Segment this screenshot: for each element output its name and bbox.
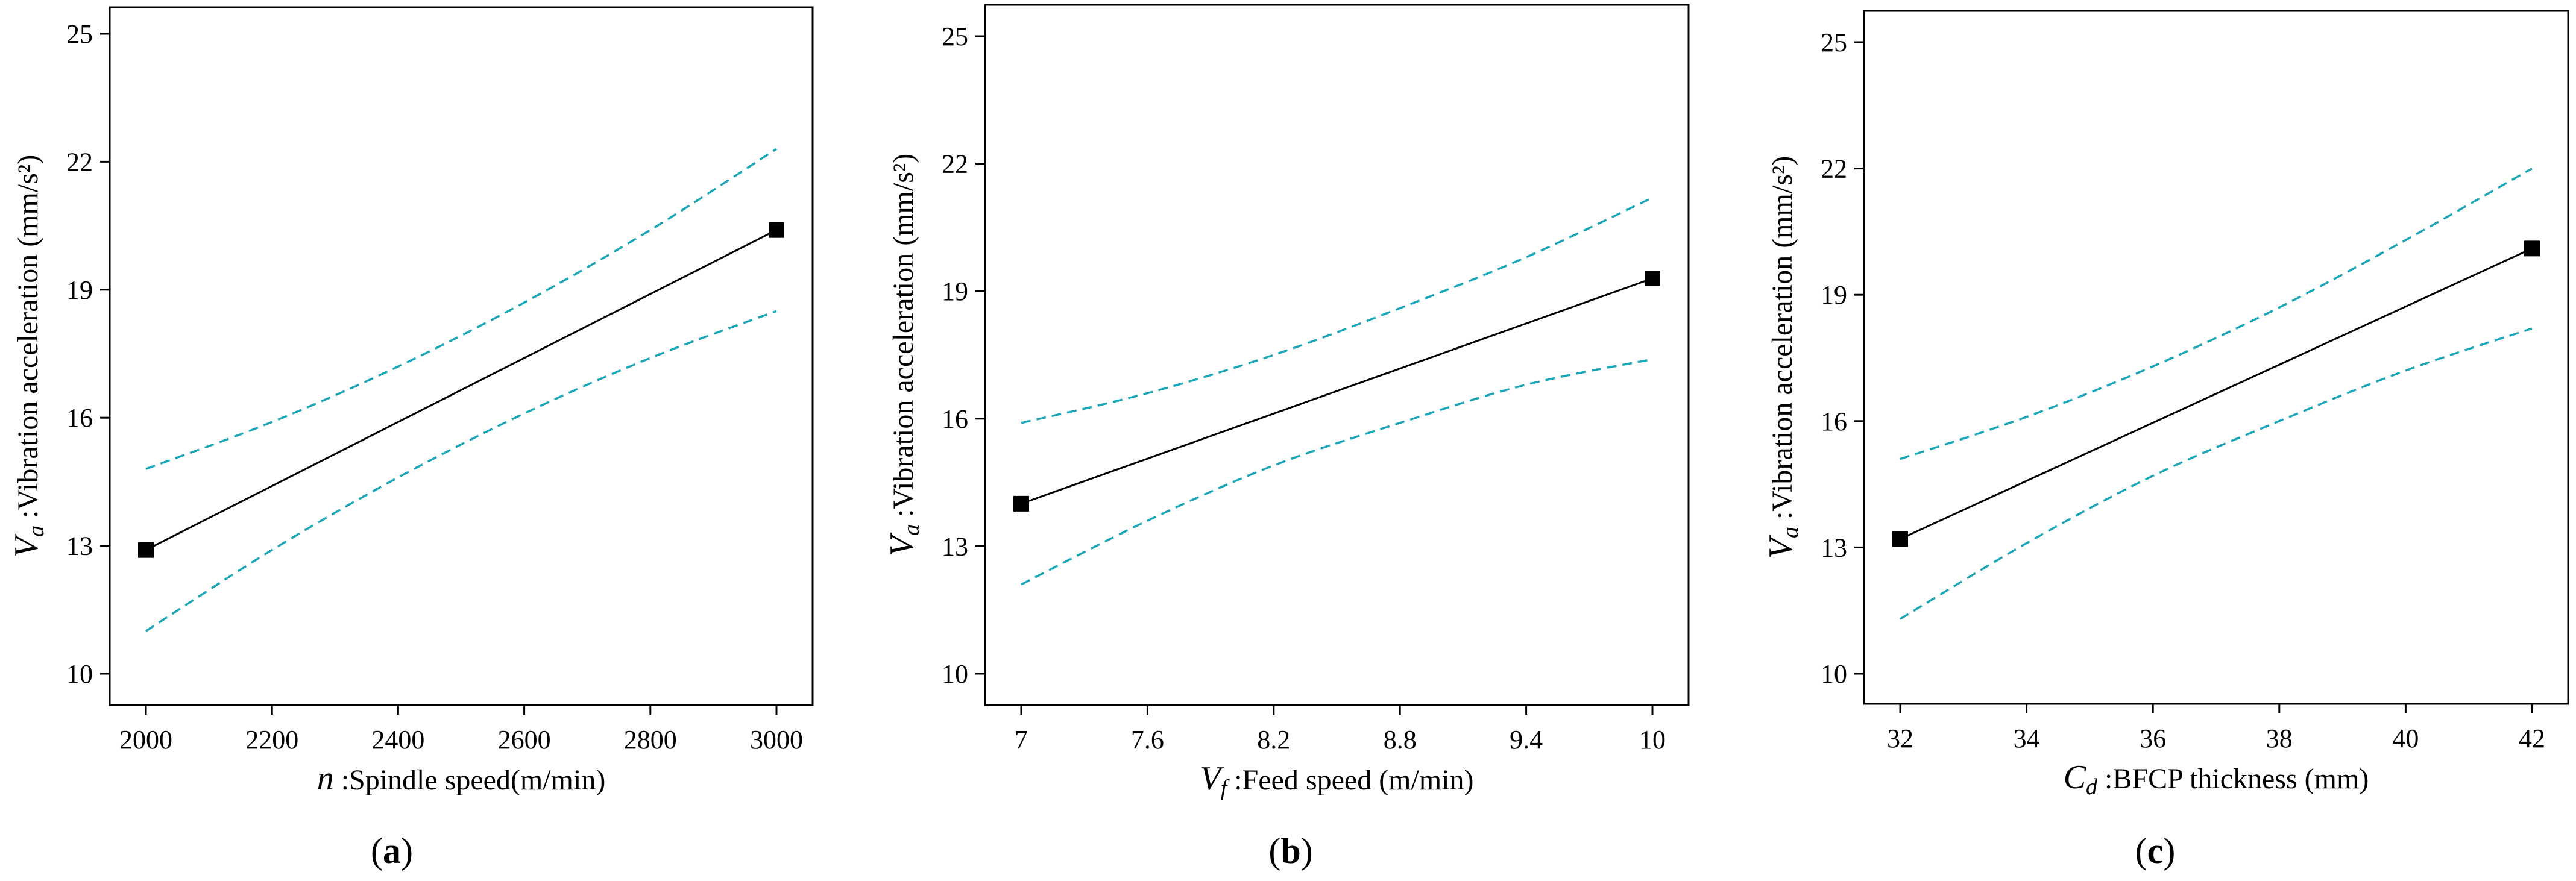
panel-caption: (c) — [2135, 831, 2176, 871]
x-tick-label: 2400 — [371, 725, 424, 754]
panel-b: 10 13 16 19 22 25 7 7.6 8.2 8.8 9.4 10 Vf :Feed spee… — [883, 4, 1690, 871]
y-tick-label: 19 — [942, 277, 968, 306]
y-axis-symbol: V — [883, 532, 921, 556]
y-axis-label: Va :Vibration acceleration (mm/s²) — [1762, 156, 1803, 559]
x-tick-label: 7 — [1015, 725, 1028, 754]
x-axis-symbol: V — [1200, 760, 1224, 797]
panel-caption: (b) — [1268, 831, 1312, 871]
y-tick-label: 22 — [942, 149, 968, 179]
x-tick-label: 7.6 — [1131, 725, 1164, 754]
y-axis-label: Va :Vibration acceleration (mm/s²) — [883, 154, 924, 557]
fit-line — [1900, 247, 2533, 540]
x-tick-label: 2200 — [245, 725, 298, 754]
x-axis-symbol: C — [2064, 759, 2086, 796]
y-tick-label: 16 — [942, 404, 968, 434]
fit-line — [145, 229, 777, 551]
x-tick-label: 10 — [1639, 725, 1666, 754]
y-tick-label: 25 — [66, 19, 93, 49]
y-tick-label: 13 — [66, 531, 93, 561]
panel-a: 10 13 16 19 22 25 2000 2200 2400 2600 2800 3000 n :S… — [8, 6, 814, 871]
ci-upper-line — [1900, 168, 2533, 460]
x-axis-text: :Feed speed (m/min) — [1227, 764, 1473, 796]
x-tick-label: 8.2 — [1257, 725, 1290, 754]
data-point-marker — [1892, 531, 1908, 547]
x-tick-label: 36 — [2140, 724, 2166, 753]
data-point-marker — [2524, 240, 2540, 257]
caption-close: ) — [2163, 831, 2175, 871]
y-tick-label: 19 — [66, 275, 93, 305]
y-tick-label: 10 — [66, 659, 93, 689]
x-axis-label: Cd :BFCP thickness (mm) — [2064, 759, 2369, 800]
x-tick-label: 3000 — [750, 725, 803, 754]
y-axis-symbol: V — [1762, 535, 1800, 559]
data-point-marker — [1645, 271, 1660, 287]
ci-lower-line — [145, 310, 777, 632]
y-axis-subscript: a — [24, 525, 49, 537]
y-tick-label: 22 — [1821, 154, 1847, 184]
x-axis-label: n :Spindle speed(m/min) — [317, 760, 606, 797]
panel-c: 10 13 16 19 22 25 32 34 36 38 40 42 Cd :BFCP thickne… — [1762, 10, 2569, 871]
plot-frame — [1863, 10, 2569, 705]
y-axis-text: :Vibration acceleration (mm/s²) — [1766, 156, 1798, 527]
x-tick-label: 42 — [2519, 724, 2545, 753]
ci-upper-line — [1021, 196, 1653, 424]
y-tick-label: 22 — [66, 147, 93, 177]
caption-letter: c — [2147, 831, 2164, 871]
y-axis-subscript: a — [1778, 527, 1803, 538]
x-tick-label: 2000 — [119, 725, 172, 754]
data-point-marker — [1013, 495, 1029, 512]
caption-letter: a — [383, 831, 401, 871]
caption-letter: b — [1280, 831, 1300, 871]
x-tick-label: 2800 — [624, 725, 677, 754]
y-tick-label: 25 — [1821, 28, 1847, 57]
ci-lower-line — [1021, 358, 1653, 586]
data-point-marker — [769, 222, 784, 238]
ci-lower-line — [1900, 327, 2533, 620]
fit-line — [1021, 277, 1653, 505]
x-tick-label: 2600 — [498, 725, 551, 754]
y-axis-subscript: a — [899, 524, 924, 536]
x-tick-label: 32 — [1887, 724, 1913, 753]
y-tick-label: 13 — [1821, 533, 1847, 562]
plot-frame — [984, 4, 1690, 706]
y-axis-text: :Vibration acceleration (mm/s²) — [12, 155, 44, 525]
x-tick-label: 34 — [2014, 724, 2040, 753]
y-tick-label: 10 — [942, 659, 968, 689]
caption-open: ( — [2135, 831, 2147, 871]
x-axis-label: Vf :Feed speed (m/min) — [1200, 760, 1473, 801]
caption-open: ( — [1268, 831, 1280, 871]
x-tick-label: 9.4 — [1510, 725, 1543, 754]
y-tick-label: 10 — [1821, 659, 1847, 689]
y-tick-label: 16 — [66, 403, 93, 433]
y-axis-text: :Vibration acceleration (mm/s²) — [887, 154, 919, 524]
data-point-marker — [138, 542, 154, 558]
x-tick-label: 40 — [2392, 724, 2419, 753]
plot-frame — [109, 6, 814, 706]
y-tick-label: 19 — [1821, 280, 1847, 310]
x-axis-symbol: n — [317, 760, 334, 797]
panel-caption: (a) — [371, 831, 413, 871]
x-axis-text: :Spindle speed(m/min) — [334, 764, 606, 796]
caption-close: ) — [401, 831, 413, 871]
x-tick-label: 8.8 — [1384, 725, 1417, 754]
caption-close: ) — [1301, 831, 1313, 871]
ci-upper-line — [145, 148, 777, 470]
x-tick-label: 38 — [2266, 724, 2293, 753]
y-axis-label: Va :Vibration acceleration (mm/s²) — [8, 155, 49, 558]
y-tick-label: 25 — [942, 22, 968, 51]
y-axis-symbol: V — [8, 533, 45, 557]
x-axis-subscript: d — [2086, 774, 2098, 800]
x-axis-text: :BFCP thickness (mm) — [2097, 763, 2369, 795]
y-tick-label: 16 — [1821, 407, 1847, 436]
caption-open: ( — [371, 831, 383, 871]
y-tick-label: 13 — [942, 531, 968, 561]
